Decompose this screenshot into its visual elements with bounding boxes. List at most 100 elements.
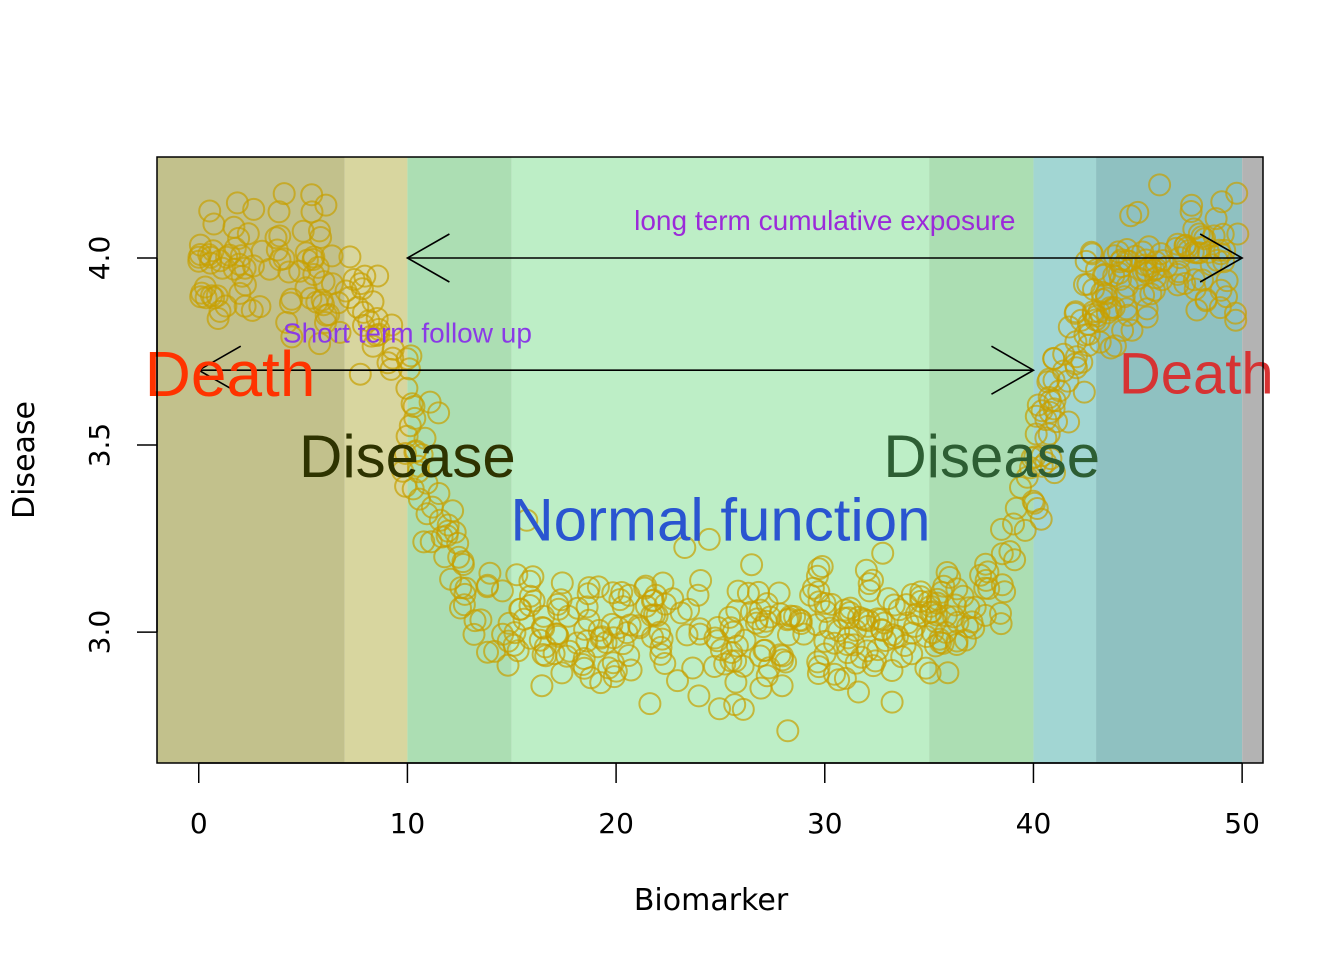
scatter-point (1003, 548, 1027, 572)
scatter-point (215, 245, 239, 269)
scatter-point (604, 659, 628, 683)
scatter-point (328, 320, 352, 344)
scatter-point (989, 612, 1013, 636)
scatter-point (733, 628, 757, 652)
scatter-point (586, 635, 610, 659)
scatter-point (1167, 260, 1191, 284)
scatter-point (272, 247, 296, 271)
scatter-point (708, 697, 731, 721)
scatter-point (1057, 315, 1081, 339)
scatter-point (645, 604, 669, 628)
scatter-point (870, 618, 894, 642)
scatter-point (1064, 356, 1088, 380)
scatter-point (406, 454, 430, 478)
scatter-point (476, 573, 500, 597)
scatter-point (1194, 289, 1218, 313)
scatter-point (653, 592, 677, 616)
scatter-point (1069, 308, 1093, 332)
scatter-point (397, 357, 421, 381)
scatter-point (1082, 277, 1105, 301)
scatter-point (1135, 305, 1159, 329)
scatter-point (1131, 259, 1155, 283)
scatter-point (962, 616, 986, 640)
scatter-point (989, 601, 1012, 625)
scatter-point (376, 351, 400, 375)
scatter-point (505, 563, 529, 587)
scatter-point (1095, 286, 1118, 310)
scatter-point (558, 639, 582, 663)
scatter-point (777, 607, 801, 631)
scatter-point (542, 642, 566, 666)
scatter-point (361, 290, 385, 314)
scatter-point (353, 264, 377, 288)
scatter-point (1073, 323, 1097, 347)
scatter-point (532, 616, 556, 640)
scatter-point (847, 680, 870, 704)
x-tick-label: 30 (807, 807, 843, 840)
scatter-point (641, 625, 664, 649)
scatter-point (522, 589, 546, 613)
scatter-point (1180, 193, 1204, 217)
scatter-point (223, 236, 247, 260)
scatter-point (731, 654, 755, 678)
scatter-point (419, 530, 443, 554)
scatter-point (823, 662, 846, 686)
scatter-point (751, 615, 775, 639)
scatter-point (443, 520, 467, 544)
scatter-point (749, 676, 773, 700)
annotation-normal-function-4: Normal function (510, 486, 930, 553)
scatter-point (1099, 298, 1123, 322)
scatter-point (227, 226, 251, 250)
annotation-disease-2: Disease (299, 423, 516, 490)
scatter-point (719, 616, 743, 640)
scatter-point (806, 662, 830, 685)
scatter-point (348, 362, 372, 386)
annotation-disease-3: Disease (883, 423, 1100, 490)
scatter-point (436, 513, 460, 537)
scatter-point (521, 565, 545, 589)
y-axis-label: Disease (7, 401, 42, 519)
scatter-point (1037, 422, 1061, 446)
scatter-point (1063, 301, 1087, 325)
scatter-point (589, 671, 613, 695)
scatter-point (1015, 465, 1039, 489)
scatter-point (342, 268, 366, 291)
scatter-point (615, 621, 639, 645)
scatter-point (1072, 380, 1096, 404)
scatter-point (573, 617, 597, 641)
scatter-point (1013, 518, 1037, 542)
scatter-point (575, 595, 599, 619)
scatter-point (900, 621, 924, 645)
scatter-point (833, 598, 857, 622)
scatter-point (300, 200, 324, 224)
scatter-point (418, 390, 442, 414)
annotation-long-term-cumulative-exposure-5: long term cumulative exposure (634, 205, 1015, 236)
scatter-point (929, 631, 952, 654)
scatter-point (861, 568, 884, 592)
scatter-point (452, 593, 476, 617)
scatter-point (546, 624, 570, 648)
scatter-point (1034, 426, 1058, 450)
scatter-point (497, 611, 521, 635)
scatter-point (1173, 272, 1197, 295)
scatter-point (1139, 282, 1163, 306)
scatter-point (1080, 242, 1104, 266)
scatter-point (807, 655, 831, 679)
scatter-point (813, 591, 837, 615)
scatter-point (420, 495, 444, 519)
scatter-point (677, 597, 701, 621)
scatter-point (914, 656, 938, 680)
scatter-point (1074, 249, 1098, 273)
scatter-point (813, 629, 837, 653)
scatter-point (836, 626, 860, 650)
scatter-point (1103, 334, 1127, 358)
scatter-point (1019, 456, 1042, 480)
scatter-point (973, 576, 997, 600)
scatter-point (924, 634, 947, 658)
scatter-point (946, 610, 970, 634)
scatter-point (1185, 298, 1209, 322)
scatter-point (412, 530, 436, 554)
scatter-point (909, 580, 933, 604)
scatter-point (938, 565, 962, 589)
